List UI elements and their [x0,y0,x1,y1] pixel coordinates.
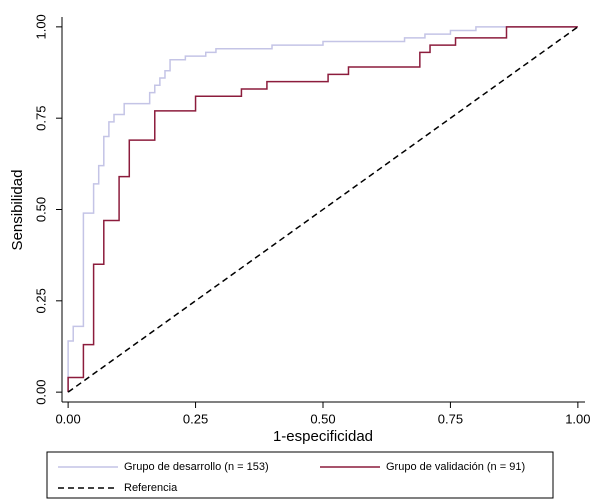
legend-box [46,451,554,499]
x-tick-label: 1.00 [565,411,590,426]
legend-label: Grupo de validación (n = 91) [386,461,525,473]
legend-label: Grupo de desarrollo (n = 153) [124,461,269,473]
line-series [67,26,579,393]
y-tick-label: 0.00 [33,379,48,404]
y-tick-label: 0.50 [33,197,48,222]
y-tick-label: 1.00 [33,14,48,39]
y-tick-label: 0.75 [33,106,48,131]
x-tick-label: 0.75 [438,411,463,426]
x-tick-label: 0.25 [183,411,208,426]
y-axis-label: Sensibilidad [9,170,26,251]
line-series [67,26,578,393]
x-tick-label: 0.00 [55,411,80,426]
y-tick-label: 0.25 [33,288,48,313]
x-axis-label: 1-especificidad [273,428,373,445]
line-series [67,26,578,393]
x-tick-label: 0.50 [310,411,335,426]
legend-label: Referencia [124,482,178,494]
